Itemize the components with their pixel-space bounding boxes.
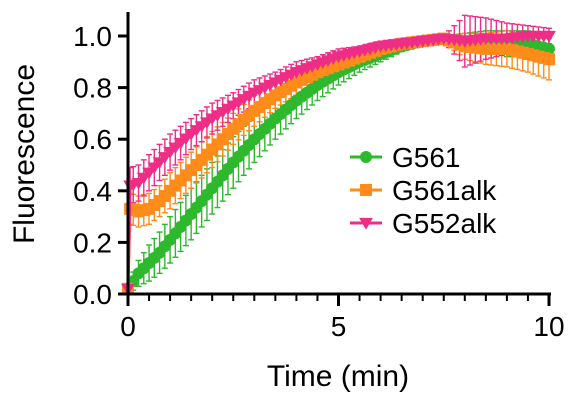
series-G561alk xyxy=(122,32,555,295)
x-tick-label: 5 xyxy=(331,311,347,342)
legend-marker xyxy=(359,217,373,230)
x-axis-label: Time (min) xyxy=(267,360,409,393)
y-axis-label: Fluorescence xyxy=(8,64,41,244)
y-tick-label: 0.0 xyxy=(73,279,112,310)
data-point xyxy=(542,30,556,43)
y-tick-label: 0.2 xyxy=(73,227,112,258)
legend-item-G552alk: G552alk xyxy=(350,208,497,239)
legend-label: G561alk xyxy=(392,175,497,206)
x-tick-label: 0 xyxy=(120,311,136,342)
y-axis-ticks: 0.0 0.2 0.4 0.6 0.8 1.0 xyxy=(73,21,128,310)
data-point xyxy=(543,53,555,66)
y-tick-label: 0.4 xyxy=(73,176,112,207)
series-G552alk xyxy=(121,30,556,296)
x-axis-ticks: 0 5 10 xyxy=(120,294,565,342)
x-tick-label: 10 xyxy=(533,311,564,342)
y-tick-label: 0.6 xyxy=(73,124,112,155)
series-layer xyxy=(121,30,556,296)
legend-item-G561alk: G561alk xyxy=(350,175,497,206)
y-tick-label: 0.8 xyxy=(73,73,112,104)
y-tick-label: 1.0 xyxy=(73,21,112,52)
legend-marker xyxy=(360,184,372,196)
legend-label: G552alk xyxy=(392,208,497,239)
legend-marker xyxy=(360,151,372,163)
legend-label: G561 xyxy=(392,142,461,173)
legend-item-G561: G561 xyxy=(350,142,461,173)
data-point xyxy=(543,42,555,55)
